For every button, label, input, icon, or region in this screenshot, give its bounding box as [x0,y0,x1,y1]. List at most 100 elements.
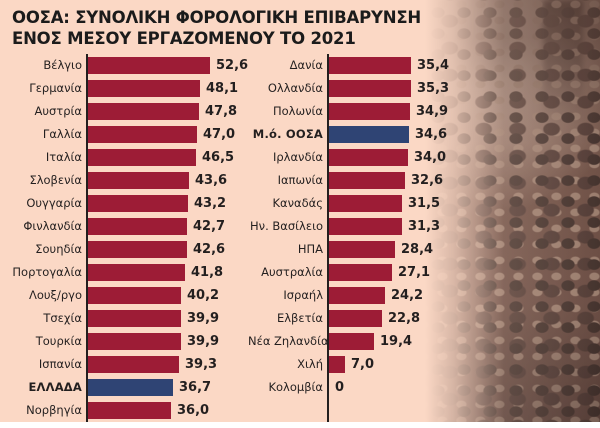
bar [88,80,200,97]
bar-row-label: ΕΛΛΑΔΑ [28,380,82,394]
bar-row-label: Ισραήλ [283,288,323,302]
bar-row-label: Νορβηγία [26,403,82,417]
bar-row: Ιαπωνία 32,6 [248,169,448,192]
bar-value-label: 22,8 [388,311,421,326]
bar-value-label: 40,2 [187,288,220,303]
bar [88,103,199,120]
bar-row: Ην. Βασίλειο 31,3 [248,215,448,238]
bar [329,264,392,281]
bar-row: Βέλγιο 52,6 [12,54,252,77]
bar-row-label: Πολωνία [272,104,323,118]
bar [88,172,189,189]
bar-row: Πολωνία 34,9 [248,100,448,123]
bar-row-label: Τσεχία [43,311,82,325]
bar-value-label: 35,3 [417,81,450,96]
bar-row: ΗΠΑ 28,4 [248,238,448,261]
bar-row-label: Γαλλία [42,127,82,141]
bar [88,218,187,235]
bar-value-label: 39,9 [187,311,220,326]
bar-value-label: 39,3 [185,357,218,372]
axis-line-left [86,54,88,422]
bar-row: Κολομβία 0 [248,376,448,399]
bar-row-label: Ισπανία [38,357,82,371]
bar-row-label: Καναδάς [272,196,324,210]
bar-row: Μ.ό. ΟΟΣΑ 34,6 [248,123,448,146]
bar-row: Γαλλία 47,0 [12,123,252,146]
photo-left-fade [425,0,600,422]
bar-row-label: Ελβετία [276,311,323,325]
bar-value-label: 47,0 [203,127,236,142]
bar [88,287,181,304]
bar-rows-left: Βέλγιο 52,6 Γερμανία 48,1 Αυστρία 47,8 Γαλλία 4… [12,54,252,422]
bar-value-label: 34,6 [415,127,448,142]
bar-row-label: Αυστραλία [261,265,323,279]
bar-row: Ισπανία 39,3 [12,353,252,376]
bar-row: Ελβετία 22,8 [248,307,448,330]
bar-row: Τσεχία 39,9 [12,307,252,330]
bar-row-label: Σλοβενία [29,173,82,187]
bar-row-label: Χιλή [297,357,323,371]
bar-value-label: 43,2 [194,196,227,211]
bar-value-label: 48,1 [206,81,239,96]
bar-row: Λουξ/ργο 40,2 [12,284,252,307]
page-title-line-1: ΟΟΣΑ: ΣΥΝΟΛΙΚΗ ΦΟΡΟΛΟΓΙΚΗ ΕΠΙΒΑΡΥΝΣΗ [12,8,421,27]
bar-value-label: 36,0 [177,403,210,418]
bar-row-label: Αυστρία [34,104,82,118]
bar-row: Ιρλανδία 34,0 [248,146,448,169]
bar-value-label: 27,1 [398,265,431,280]
bar-row: Φινλανδία 42,7 [12,215,252,238]
bar-value-label: 39,9 [187,334,220,349]
bar-row-label: Νέα Ζηλανδία [248,334,329,348]
bar-value-label: 7,0 [351,357,375,372]
bar [88,356,179,373]
bar-row: Ιταλία 46,5 [12,146,252,169]
bar [329,333,374,350]
bar-row: Καναδάς 31,5 [248,192,448,215]
bar [329,356,345,373]
bar-row-label: Βέλγιο [43,58,82,72]
bar-row-label: Φινλανδία [23,219,82,233]
bar-value-label: 24,2 [391,288,424,303]
bar-row: Πορτογαλία 41,8 [12,261,252,284]
chart-column-left: Βέλγιο 52,6 Γερμανία 48,1 Αυστρία 47,8 Γαλλία 4… [12,54,252,422]
bar [329,310,382,327]
bar-value-label: 42,6 [193,242,226,257]
chart-column-right: Δανία 35,4 Ολλανδία 35,3 Πολωνία 34,9 Μ.ό. ΟΟΣ… [248,54,450,422]
bar-row-label: Ολλανδία [267,81,323,95]
crowd-photo [425,0,600,422]
bar-row-label: Μ.ό. ΟΟΣΑ [252,127,323,141]
bar-value-label: 43,6 [195,173,228,188]
bar-row: Δανία 35,4 [248,54,449,77]
bar-value-label: 0 [335,380,345,395]
bar-row-label: Λουξ/ργο [29,288,82,302]
bar-row: Νορβηγία 36,0 [12,399,252,422]
bar-row-label: Ιταλία [45,150,82,164]
bar-row-label: Ουγγαρία [26,196,82,210]
bar-value-label: 31,5 [408,196,441,211]
bar [329,218,402,235]
bar-value-label: 19,4 [380,334,413,349]
bar-row: Ολλανδία 35,3 [248,77,450,100]
bar-row-label: Κολομβία [268,380,323,394]
bar-row-label: Σουηδία [35,242,82,256]
bar [329,195,402,212]
bar [329,103,410,120]
bar-row: Χιλή 7,0 [248,353,448,376]
bar-value-label: 52,6 [216,58,249,73]
bar-row: ΕΛΛΑΔΑ 36,7 [12,376,252,399]
bar-row-label: ΗΠΑ [297,242,323,256]
bar [329,57,411,74]
bar-value-label: 32,6 [411,173,444,188]
bar-row-label: Ιαπωνία [277,173,323,187]
bar-value-label: 31,3 [408,219,441,234]
bar [329,149,408,166]
bar-value-label: 36,7 [179,380,212,395]
bar-row: Νέα Ζηλανδία 19,4 [248,330,448,353]
bar [329,80,411,97]
bar [88,310,181,327]
page-title: ΟΟΣΑ: ΣΥΝΟΛΙΚΗ ΦΟΡΟΛΟΓΙΚΗ ΕΠΙΒΑΡΥΝΣΗ ΕΝΟ… [12,8,442,50]
bar-row: Αυστραλία 27,1 [248,261,448,284]
bar [88,149,196,166]
bar-value-label: 34,0 [414,150,447,165]
bar-rows-right: Δανία 35,4 Ολλανδία 35,3 Πολωνία 34,9 Μ.ό. ΟΟΣ… [248,54,450,399]
